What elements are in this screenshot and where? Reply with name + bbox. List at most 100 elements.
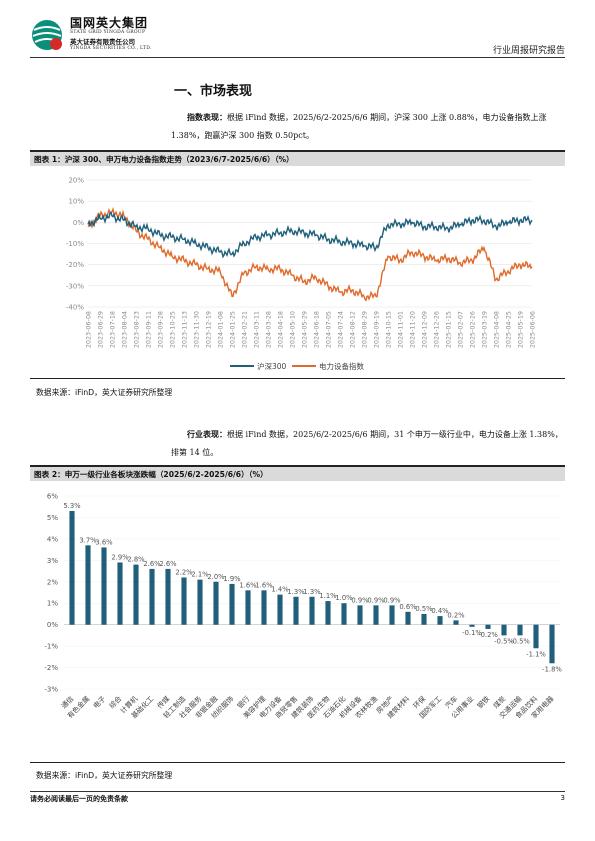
bar-value-label: 5.3% [63,502,81,510]
bar [165,568,171,625]
x-tick-label: 2024-05-29 [301,311,309,348]
para1-lead: 指数表现： [187,112,227,122]
bar-value-label: 1.9% [223,575,241,583]
bar-value-label: 1.6% [239,581,257,589]
header-divider [30,57,565,58]
x-tick-label: 2024-01-25 [229,311,237,348]
bar-value-label: 0.9% [351,596,369,604]
page-number: 3 [560,794,565,802]
y-tick-label: 6% [47,493,58,501]
bar-value-label: 0.5% [415,605,433,613]
x-tick-label: 2024-01-08 [217,311,225,348]
bar [149,568,155,625]
y-tick-label: 10% [68,198,84,206]
y-tick-label: 0% [73,219,84,227]
bar-value-label: 1.3% [303,588,321,596]
category-label: 钢铁 [475,694,491,710]
bar-value-label: 1.3% [287,588,305,596]
y-tick-label: 5% [47,514,58,522]
series-line-2 [87,206,533,302]
series-line-1 [87,211,533,259]
state-grid-logo [32,20,62,50]
x-tick-label: 2024-10-15 [385,311,393,348]
x-tick-label: 2024-03-28 [265,311,273,348]
disclaimer-note: 请务必阅读最后一页的免责条款 [30,795,128,803]
y-tick-label: 1% [47,600,58,608]
x-tick-label: 2023-09-11 [145,311,153,348]
bar [117,562,123,625]
bar-value-label: -1.8% [542,665,562,673]
figure1-title: 图表 1：沪深 300、申万电力设备指数走势（2023/6/7-2025/6/6… [30,150,565,166]
x-tick-label: 2024-02-21 [241,311,249,348]
company-name-en: STATE GRID YINGDA GROUP [70,30,146,35]
x-tick-label: 2023-09-28 [157,311,165,348]
x-tick-label: 2025-02-07 [457,311,465,348]
bar [421,613,427,625]
bar [245,590,251,625]
y-tick-label: -30% [66,282,84,290]
footer-divider [30,791,565,792]
bar-value-label: 1.4% [271,586,289,594]
y-tick-label: -10% [66,240,84,248]
index-performance-paragraph: 指数表现：根据 iFind 数据，2025/6/2-2025/6/6 期间，沪深… [171,108,566,145]
legend-label-1: 沪深300 [257,361,287,371]
bar [309,596,315,625]
x-tick-label: 2023-06-08 [85,311,93,348]
x-tick-label: 2024-07-05 [325,311,333,348]
figure2-title: 图表 2：申万一级行业各板块涨跌幅（2025/6/2-2025/6/6）（%） [30,465,565,481]
x-tick-label: 2024-04-18 [277,311,285,348]
bar-value-label: 3.7% [79,536,97,544]
x-tick-label: 2024-11-20 [409,311,417,348]
subsidiary-name-en: YINGDA SECURITIES CO., LTD. [70,46,152,51]
x-tick-label: 2025-04-25 [505,311,513,348]
bar-value-label: 0.9% [367,596,385,604]
x-tick-label: 2024-09-19 [373,311,381,348]
bar [213,581,219,625]
bar-value-label: 0.9% [383,596,401,604]
y-tick-label: -40% [66,304,84,312]
bar-value-label: 3.6% [95,538,113,546]
bar-value-label: 0.6% [399,603,417,611]
bar-value-label: 1.0% [335,594,353,602]
bar [293,596,299,625]
bar-value-label: 2.0% [207,573,225,581]
index-trend-line-chart: 20% 10% 0% -10% -20% -30% -40%2023-06-08 2023-0… [66,177,537,372]
section-title: 一、市场表现 [174,84,253,99]
bar [389,605,395,625]
bar [85,545,91,625]
bar [373,605,379,625]
bar-value-label: -0.5% [510,637,530,645]
x-tick-label: 2025-01-15 [445,311,453,348]
bar [517,624,523,636]
x-tick-label: 2024-12-26 [433,311,441,348]
x-tick-label: 2023-10-25 [169,311,177,348]
para2-text: 根据 iFind 数据，2025/6/2-2025/6/6 期间，31 个申万一… [171,430,563,457]
y-tick-label: 2% [47,578,58,586]
bar [549,624,555,664]
bar [533,624,539,649]
figure2-source: 数据来源：iFinD，英大证券研究所整理 [36,771,173,780]
bar [133,564,139,625]
bar-value-label: -0.5% [494,637,514,645]
bar [405,611,411,625]
bar [341,603,347,625]
bar [261,590,267,625]
y-tick-label: -2% [44,664,58,672]
bar-value-label: -0.2% [478,631,498,639]
bar [485,624,491,629]
industry-performance-paragraph: 行业表现：根据 iFind 数据，2025/6/2-2025/6/6 期间，31… [171,425,566,462]
x-tick-label: 2025-04-08 [493,311,501,348]
y-tick-label: 20% [68,177,84,185]
bar-value-label: -1.1% [526,650,546,658]
x-tick-label: 2024-07-24 [337,311,345,348]
bar-value-label: 0.4% [431,607,449,615]
x-tick-label: 2024-12-09 [421,311,429,348]
x-tick-label: 2024-08-12 [349,311,357,348]
bar-value-label: 2.6% [143,560,161,568]
y-tick-label: -20% [66,261,84,269]
bar [181,577,187,625]
category-label: 电子 [91,694,107,710]
x-tick-label: 2024-06-18 [313,311,321,348]
bar [325,601,331,625]
legend-label-2: 电力设备指数 [319,361,364,371]
